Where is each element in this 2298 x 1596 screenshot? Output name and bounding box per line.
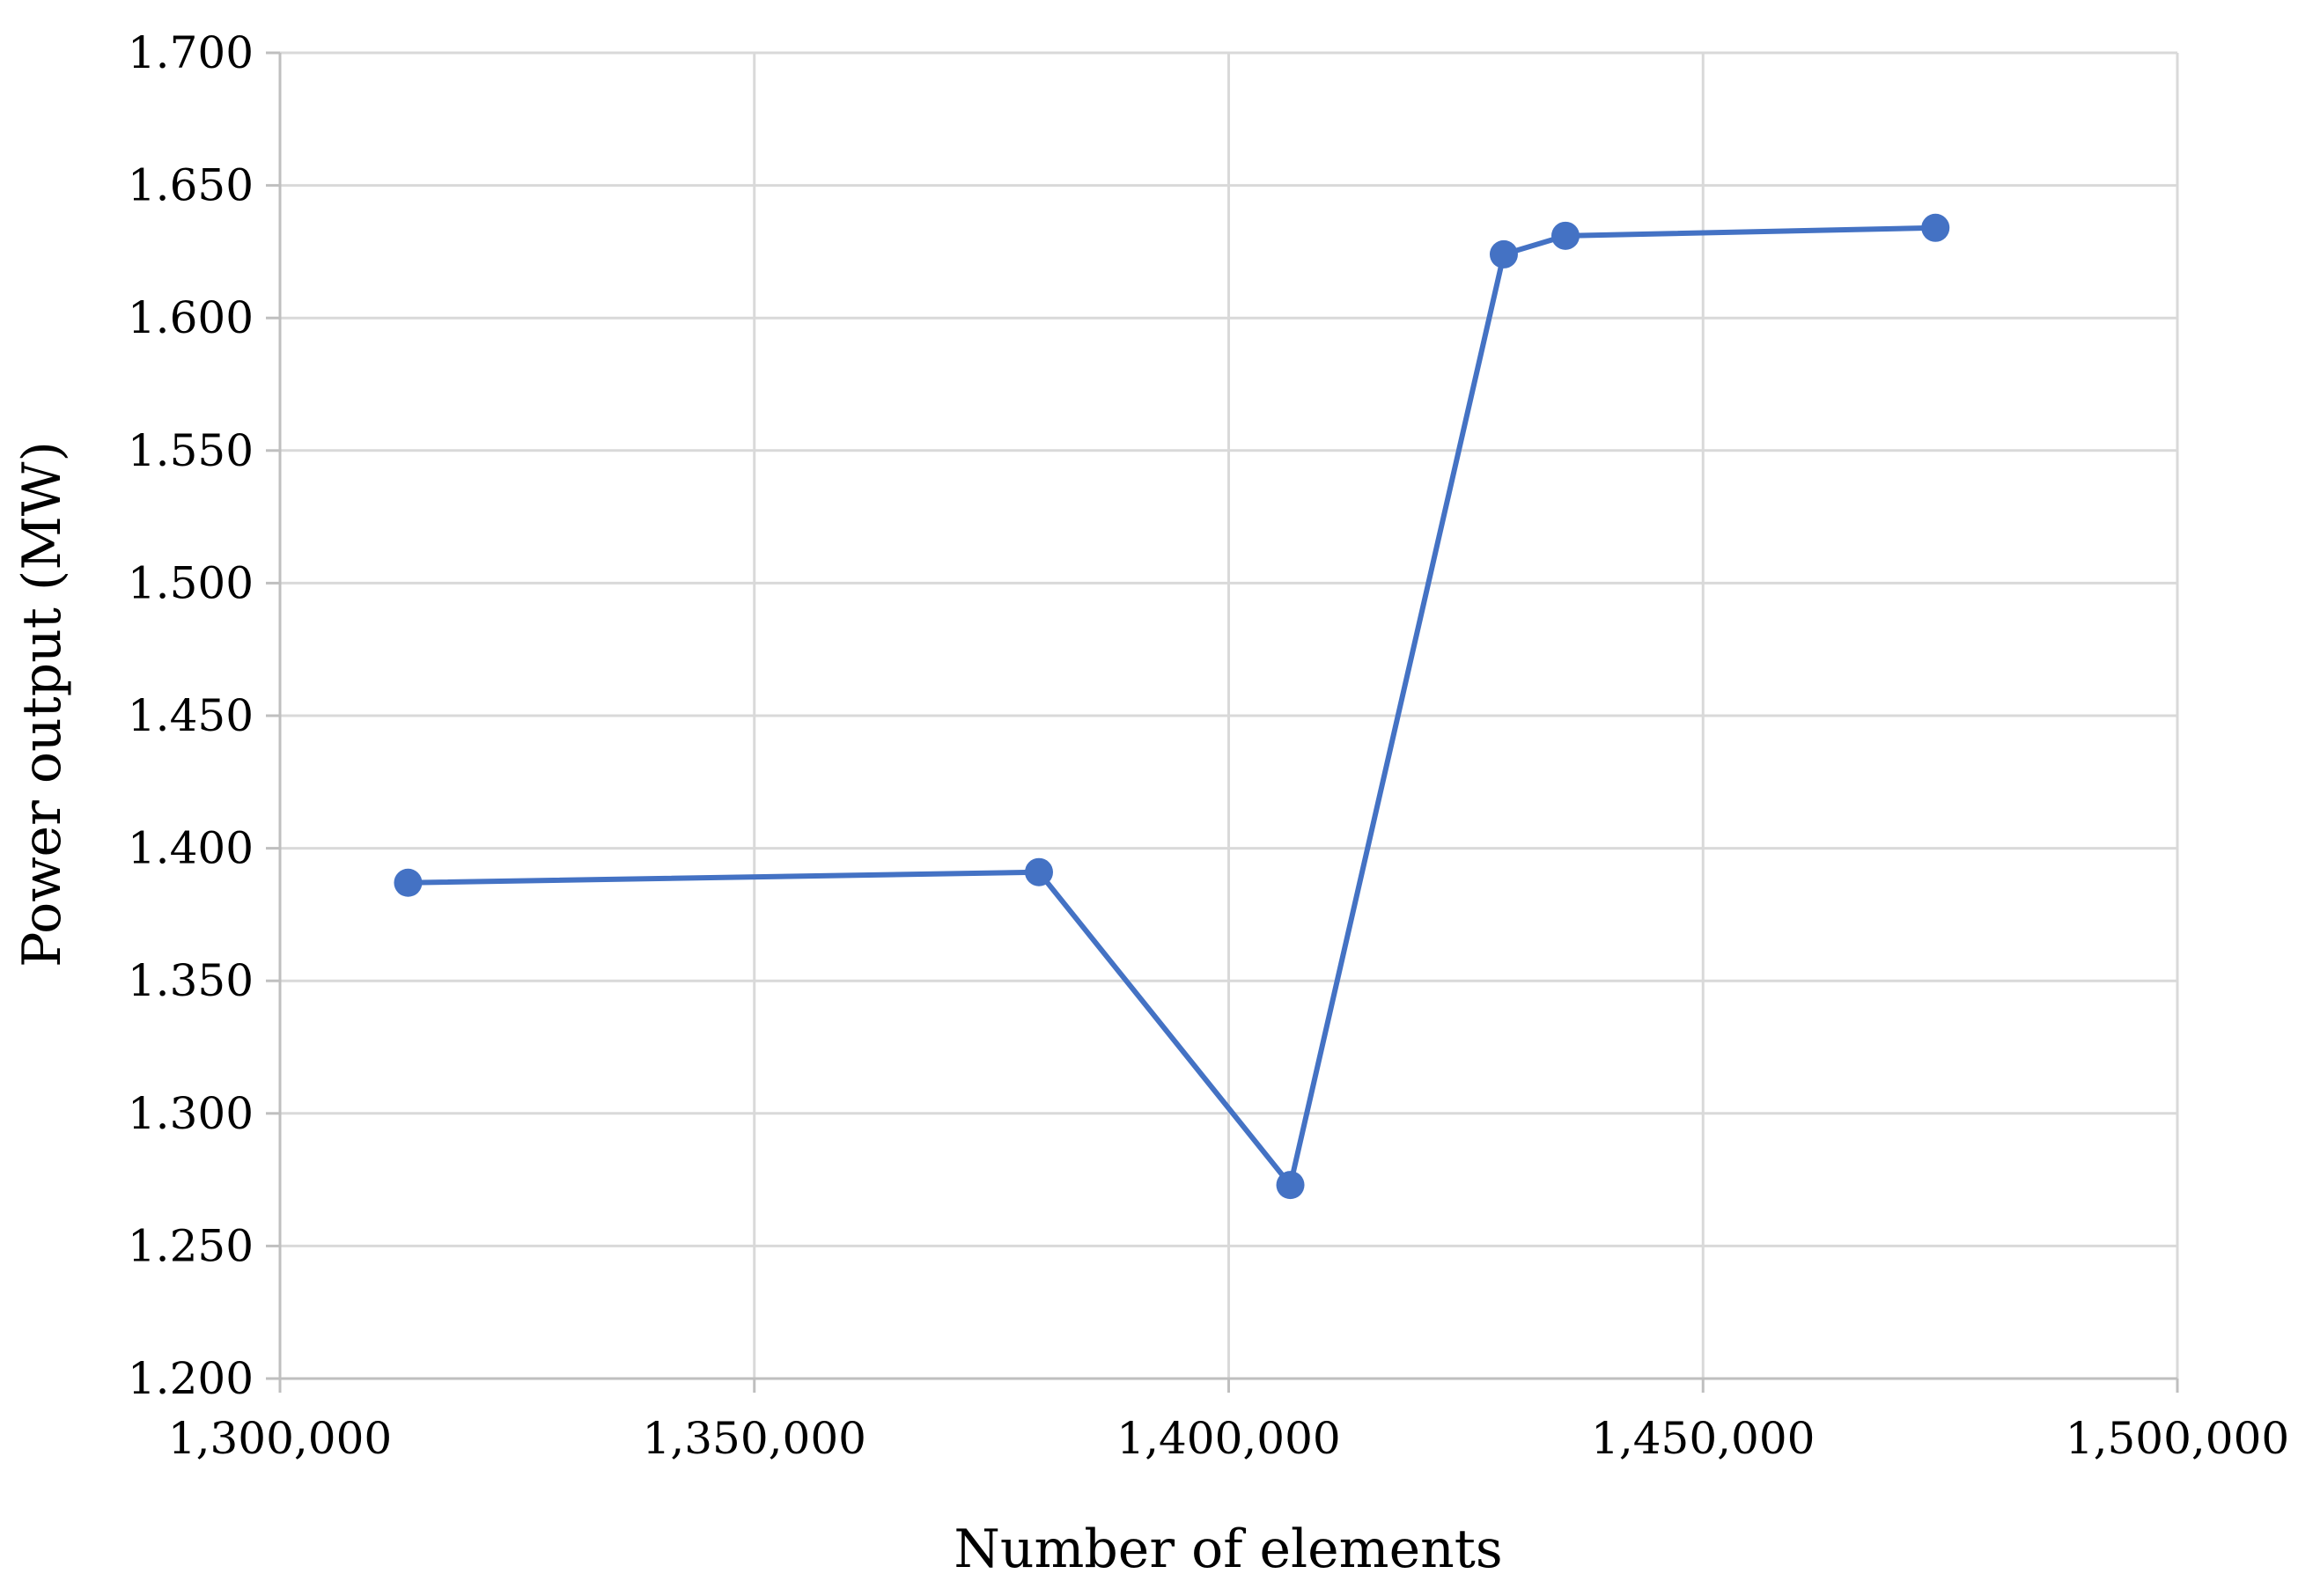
data-point <box>1921 213 1950 242</box>
x-tick-label: 1,300,000 <box>168 1413 392 1464</box>
x-tick-label: 1,450,000 <box>1591 1413 1815 1464</box>
data-point <box>1276 1171 1305 1200</box>
y-tick-label: 1.550 <box>128 425 254 476</box>
x-tick-label: 1,500,000 <box>2066 1413 2289 1464</box>
y-tick-label: 1.200 <box>128 1353 254 1404</box>
y-tick-label: 1.600 <box>128 292 254 343</box>
y-tick-labels: 1.200 1.250 1.300 1.350 1.400 1.450 1.500 1.550… <box>128 27 254 1404</box>
gridlines <box>280 51 2179 1379</box>
data-point <box>1489 239 1518 268</box>
data-point <box>394 868 423 897</box>
y-tick-label: 1.450 <box>128 690 254 741</box>
y-tick-label: 1.650 <box>128 160 254 211</box>
series-power-output <box>394 213 1950 1200</box>
y-tick-label: 1.300 <box>128 1088 254 1139</box>
axes <box>266 51 2179 1393</box>
series-line <box>408 224 1936 1188</box>
y-axis-title: Power output (MW) <box>11 441 73 967</box>
y-tick-label: 1.250 <box>128 1220 254 1271</box>
y-tick-label: 1.400 <box>128 823 254 874</box>
x-axis-title: Number of elements <box>954 1519 1502 1580</box>
x-tick-label: 1,350,000 <box>643 1413 866 1464</box>
y-tick-label: 1.700 <box>128 27 254 78</box>
data-point <box>1025 857 1053 886</box>
x-tick-label: 1,400,000 <box>1116 1413 1340 1464</box>
y-tick-label: 1.500 <box>128 557 254 608</box>
data-point <box>1551 221 1580 250</box>
x-tick-labels: 1,300,000 1,350,000 1,400,000 1,450,000 1,50… <box>168 1413 2289 1464</box>
y-tick-label: 1.350 <box>128 955 254 1006</box>
